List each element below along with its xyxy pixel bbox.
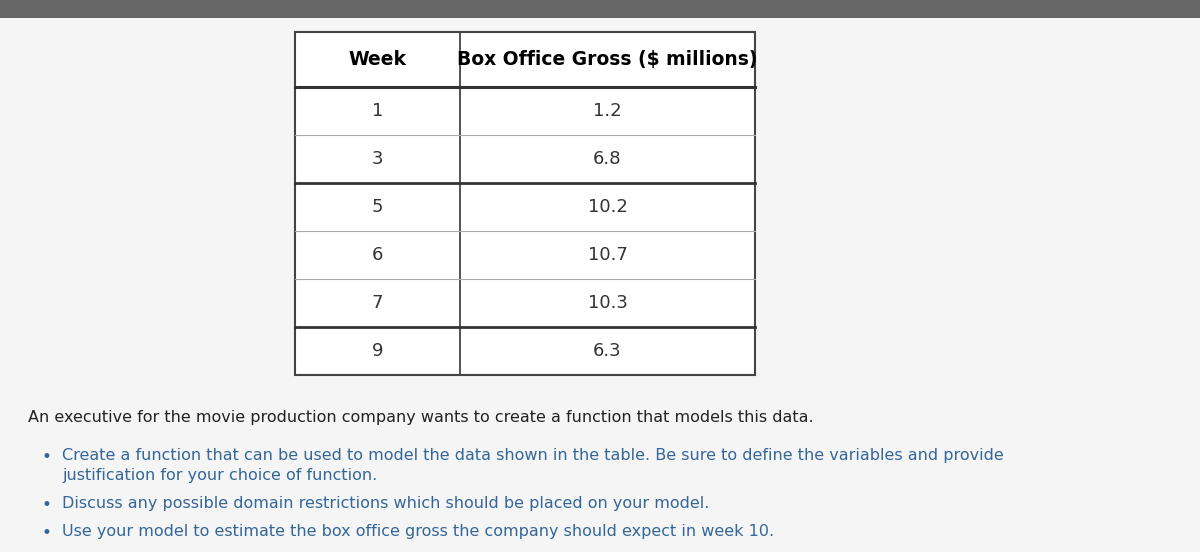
Bar <box>295 32 755 375</box>
Text: 6: 6 <box>372 246 383 264</box>
Text: Week: Week <box>348 50 407 69</box>
Text: 7: 7 <box>372 294 383 312</box>
Text: 3: 3 <box>372 150 383 168</box>
Text: •: • <box>42 524 52 542</box>
Text: Discuss any possible domain restrictions which should be placed on your model.: Discuss any possible domain restrictions… <box>62 496 709 511</box>
Text: 10.2: 10.2 <box>588 198 628 216</box>
Text: 5: 5 <box>372 198 383 216</box>
Bar <box>295 32 755 375</box>
Text: 10.7: 10.7 <box>588 246 628 264</box>
Text: An executive for the movie production company wants to create a function that mo: An executive for the movie production co… <box>28 410 814 425</box>
Text: Box Office Gross ($ millions): Box Office Gross ($ millions) <box>457 50 757 69</box>
Text: Use your model to estimate the box office gross the company should expect in wee: Use your model to estimate the box offic… <box>62 524 774 539</box>
Text: 9: 9 <box>372 342 383 360</box>
Text: 10.3: 10.3 <box>588 294 628 312</box>
Bar <box>0 0 1200 18</box>
Text: •: • <box>42 448 52 466</box>
Text: Create a function that can be used to model the data shown in the table. Be sure: Create a function that can be used to mo… <box>62 448 1003 463</box>
Text: 6.8: 6.8 <box>593 150 622 168</box>
Text: 6.3: 6.3 <box>593 342 622 360</box>
Text: justification for your choice of function.: justification for your choice of functio… <box>62 468 377 483</box>
Text: 1: 1 <box>372 102 383 120</box>
Text: 1.2: 1.2 <box>593 102 622 120</box>
Text: •: • <box>42 496 52 514</box>
